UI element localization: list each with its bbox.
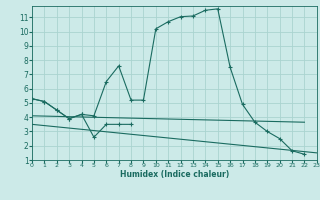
X-axis label: Humidex (Indice chaleur): Humidex (Indice chaleur) [120, 170, 229, 179]
